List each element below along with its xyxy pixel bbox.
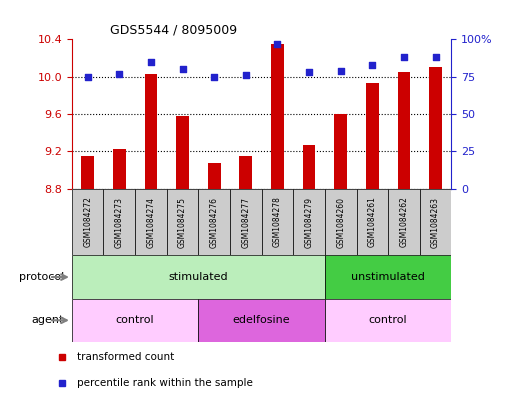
Text: protocol: protocol [19,272,64,282]
Text: GSM1084274: GSM1084274 [146,196,155,248]
Text: GSM1084279: GSM1084279 [305,196,313,248]
Bar [113,149,126,189]
Bar [325,299,451,342]
Text: GSM1084275: GSM1084275 [178,196,187,248]
Bar [208,163,221,189]
Text: GSM1084273: GSM1084273 [115,196,124,248]
Text: GSM1084278: GSM1084278 [273,196,282,248]
Bar [420,189,451,255]
Text: transformed count: transformed count [77,352,174,362]
Bar [388,189,420,255]
Point [273,40,282,47]
Bar [325,189,357,255]
Text: control: control [116,315,154,325]
Text: stimulated: stimulated [169,272,228,282]
Point [179,66,187,72]
Bar [303,145,315,189]
Bar [135,189,167,255]
Bar [293,189,325,255]
Bar [230,189,262,255]
Text: control: control [369,315,407,325]
Bar [357,189,388,255]
Text: GSM1084262: GSM1084262 [400,196,408,248]
Bar [81,156,94,189]
Text: unstimulated: unstimulated [351,272,425,282]
Point [431,54,440,61]
Text: agent: agent [32,315,64,325]
Bar [72,189,104,255]
Point [84,73,92,80]
Text: GSM1084272: GSM1084272 [83,196,92,248]
Bar [271,44,284,189]
Bar [366,83,379,189]
Bar [176,116,189,189]
Text: percentile rank within the sample: percentile rank within the sample [77,378,253,388]
Bar [199,299,325,342]
Bar [240,156,252,189]
Text: GSM1084261: GSM1084261 [368,196,377,248]
Point [337,68,345,74]
Bar [104,189,135,255]
Bar [199,189,230,255]
Point [368,62,377,68]
Bar [325,255,451,299]
Bar [429,67,442,189]
Point [242,72,250,78]
Point [400,54,408,61]
Point [210,73,219,80]
Bar [262,189,293,255]
Text: GSM1084276: GSM1084276 [210,196,219,248]
Bar [72,299,199,342]
Text: GSM1084260: GSM1084260 [336,196,345,248]
Bar [334,114,347,189]
Point [115,70,124,77]
Text: GDS5544 / 8095009: GDS5544 / 8095009 [110,24,237,37]
Bar [145,74,157,189]
Bar [398,72,410,189]
Text: GSM1084277: GSM1084277 [241,196,250,248]
Text: GSM1084263: GSM1084263 [431,196,440,248]
Point [305,69,313,75]
Point [147,59,155,65]
Bar [167,189,199,255]
Text: edelfosine: edelfosine [233,315,290,325]
Bar [72,255,325,299]
